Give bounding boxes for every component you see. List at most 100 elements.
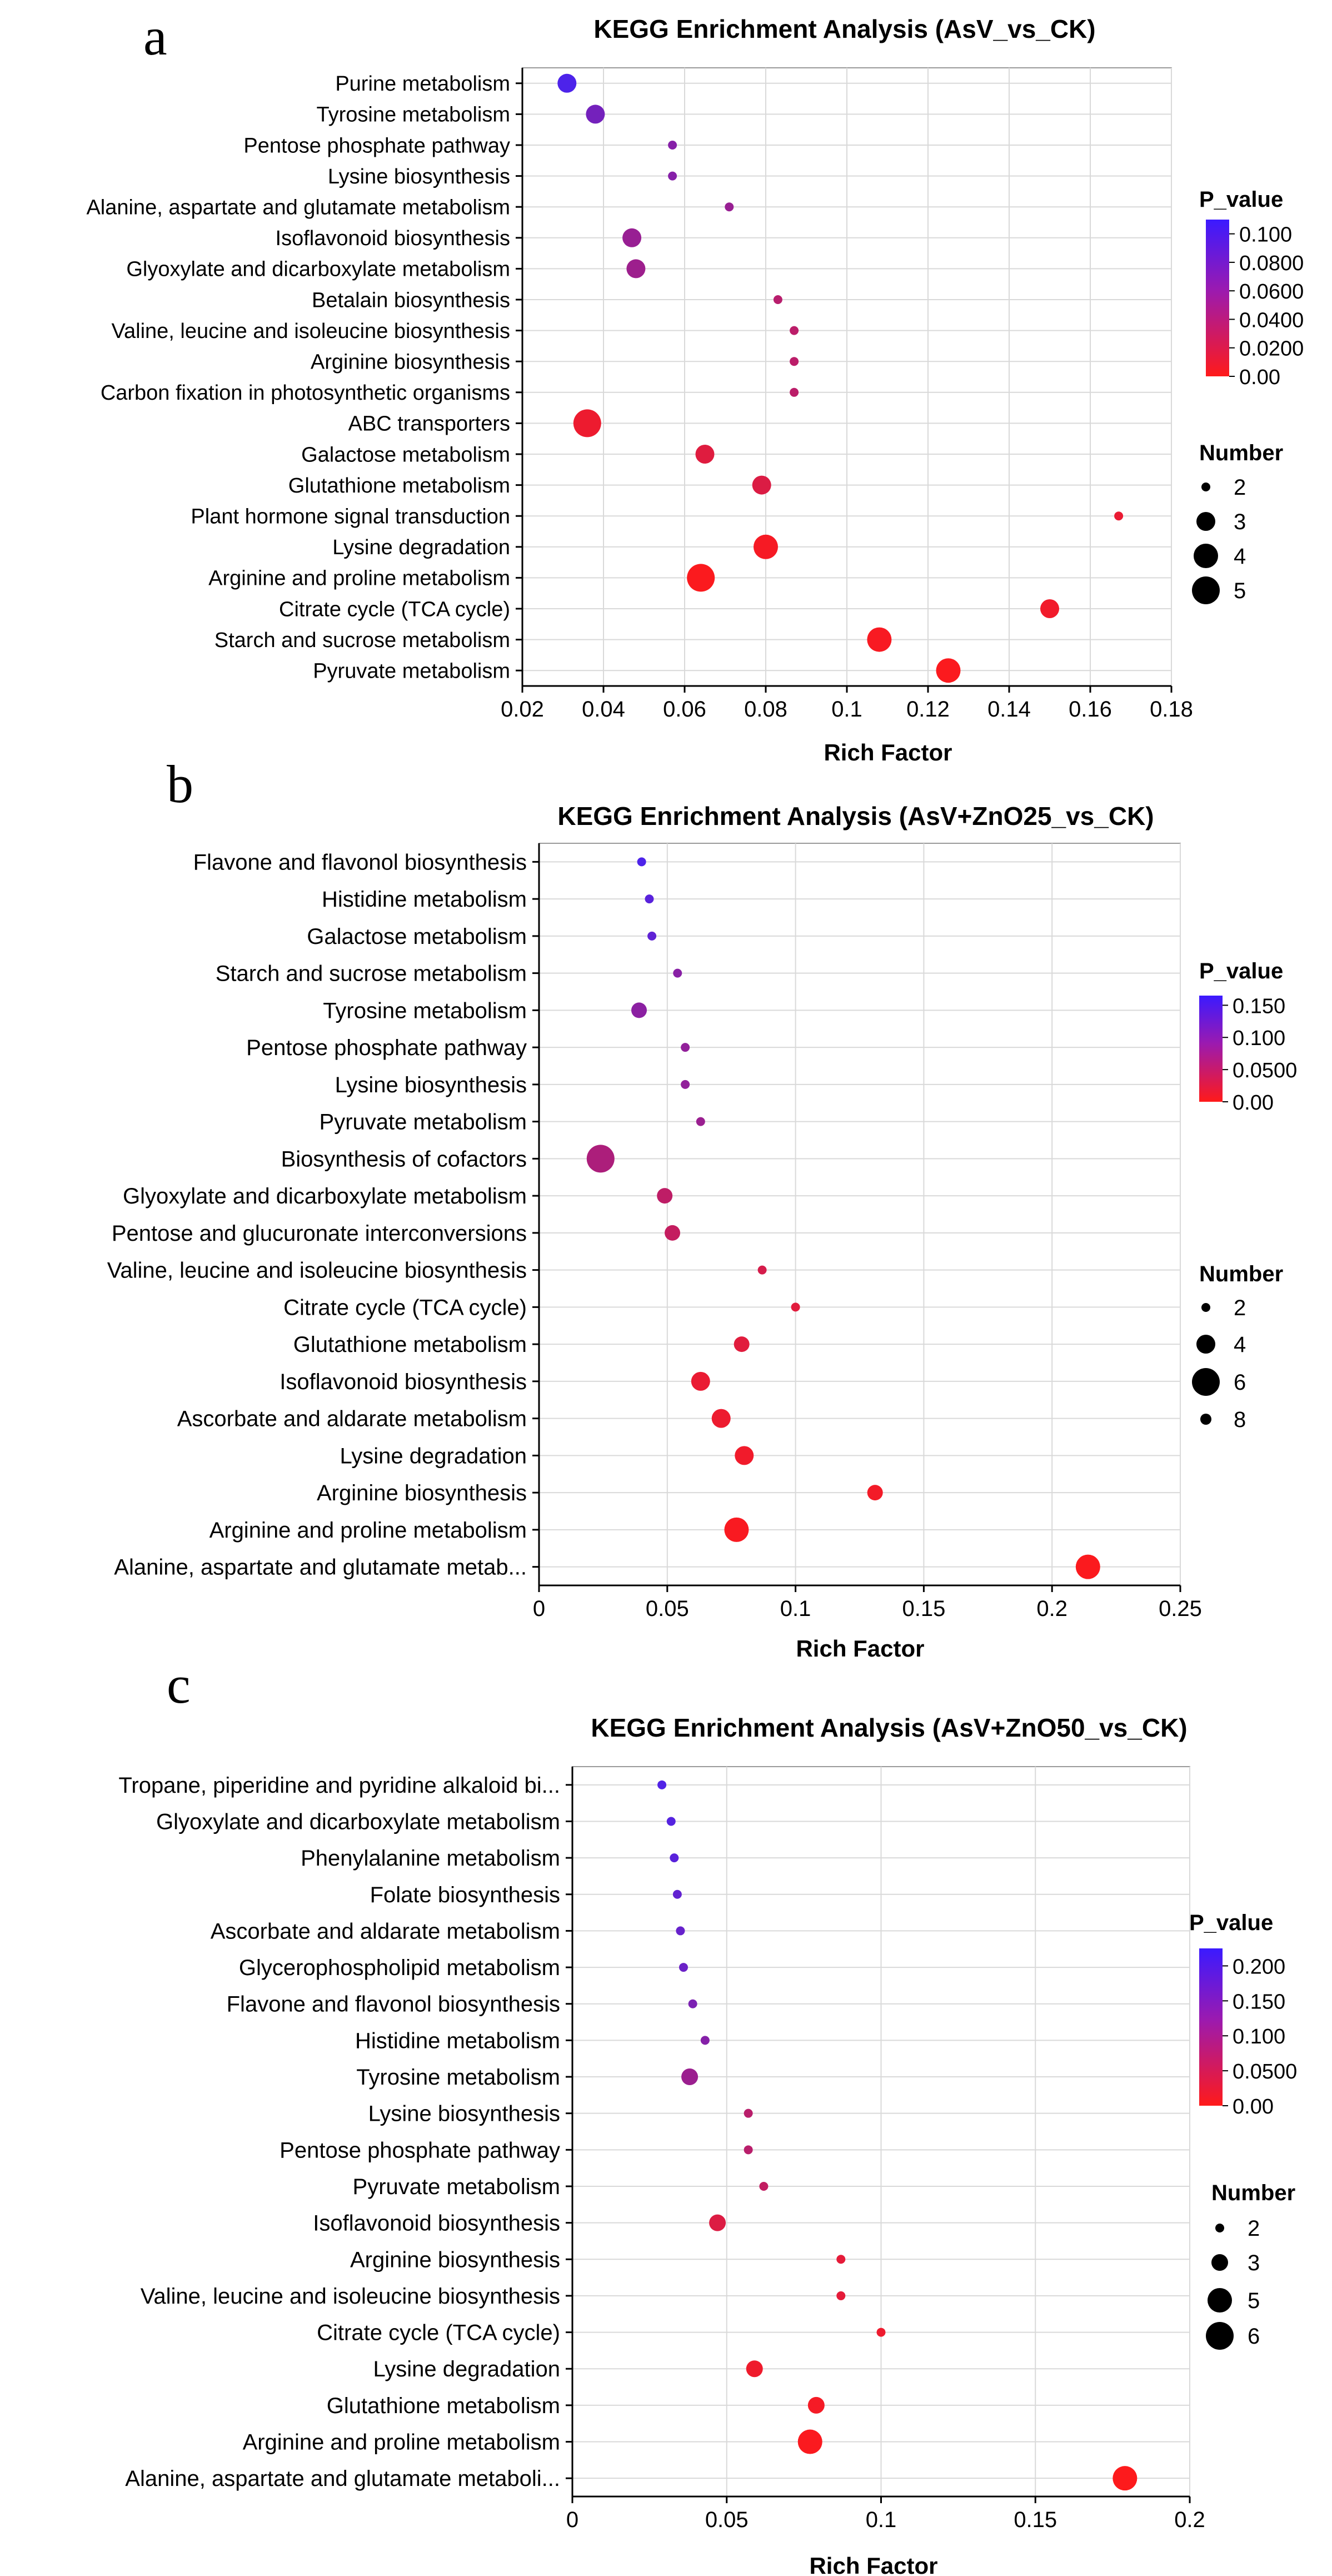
data-point xyxy=(637,857,646,867)
pvalue-colorbar xyxy=(1199,1948,1223,2106)
number-legend-title: Number xyxy=(1199,441,1283,465)
data-point xyxy=(586,1145,615,1173)
pathway-label: Citrate cycle (TCA cycle) xyxy=(283,1295,527,1320)
colorbar-tick-label: 0.0600 xyxy=(1239,280,1304,304)
pathway-label: Ascorbate and aldarate metabolism xyxy=(211,1919,560,1943)
number-legend-marker xyxy=(1192,576,1220,604)
pathway-label: Arginine biosynthesis xyxy=(350,2247,560,2272)
data-point xyxy=(744,2108,753,2118)
x-tick-label: 0.2 xyxy=(1036,1597,1067,1621)
data-point xyxy=(836,2291,846,2300)
chart-title: KEGG Enrichment Analysis (AsV+ZnO25_vs_C… xyxy=(557,802,1154,831)
pathway-label: Valine, leucine and isoleucine biosynthe… xyxy=(111,320,510,343)
colorbar-tick-label: 0.100 xyxy=(1233,2025,1285,2048)
data-point xyxy=(867,627,892,652)
data-point xyxy=(666,1817,676,1826)
pathway-label: Pentose and glucuronate interconversions xyxy=(112,1221,527,1246)
x-tick-label: 0.08 xyxy=(744,697,787,722)
data-point xyxy=(790,357,799,366)
chart-3: KEGG Enrichment Analysis (AsV+ZnO50_vs_C… xyxy=(118,1713,1297,2576)
data-point xyxy=(647,931,657,941)
data-point xyxy=(876,2328,886,2337)
pathway-label: Pentose phosphate pathway xyxy=(246,1036,527,1060)
data-point xyxy=(724,1517,749,1542)
pathway-label: Citrate cycle (TCA cycle) xyxy=(317,2321,560,2345)
x-tick-label: 0.2 xyxy=(1174,2508,1205,2532)
pathway-label: Lysine biosynthesis xyxy=(328,165,510,188)
x-tick-label: 0.02 xyxy=(501,697,544,722)
pathway-label: Citrate cycle (TCA cycle) xyxy=(279,598,510,621)
pathway-label: Isoflavonoid biosynthesis xyxy=(276,227,510,250)
data-point xyxy=(836,2255,846,2264)
x-tick-label: 0.05 xyxy=(705,2508,749,2532)
pathway-label: Tyrosine metabolism xyxy=(356,2065,560,2090)
data-point xyxy=(757,1265,767,1275)
x-axis-title: Rich Factor xyxy=(796,1635,924,1662)
chart-title: KEGG Enrichment Analysis (AsV+ZnO50_vs_C… xyxy=(591,1713,1187,1742)
number-legend-label: 4 xyxy=(1234,544,1246,569)
x-tick-label: 0.12 xyxy=(906,697,950,722)
pathway-label: Phenylalanine metabolism xyxy=(301,1846,560,1871)
number-legend-marker xyxy=(1200,1414,1211,1425)
pathway-label: Glutathione metabolism xyxy=(293,1332,527,1357)
pathway-label: Lysine degradation xyxy=(373,2357,560,2381)
data-point xyxy=(670,1853,679,1863)
pvalue-colorbar xyxy=(1199,996,1223,1102)
x-axis-title: Rich Factor xyxy=(824,739,952,765)
data-point xyxy=(626,259,646,279)
pathway-label: Ascorbate and aldarate metabolism xyxy=(177,1407,527,1431)
pvalue-legend-title: P_value xyxy=(1199,187,1283,212)
pathway-label: ABC transporters xyxy=(348,412,510,436)
pathway-label: Glycerophospholipid metabolism xyxy=(239,1956,560,1980)
data-point xyxy=(573,409,601,437)
number-legend-title: Number xyxy=(1211,2181,1295,2205)
x-tick-label: 0.14 xyxy=(987,697,1031,722)
colorbar-tick-label: 0.00 xyxy=(1233,1091,1274,1115)
data-point xyxy=(668,141,677,150)
data-point xyxy=(586,105,605,124)
data-point xyxy=(681,2068,699,2086)
data-point xyxy=(631,1002,647,1018)
panel-letter-c: c xyxy=(167,1655,191,1714)
number-legend-marker xyxy=(1194,544,1218,568)
panel-letter-a: a xyxy=(143,7,167,66)
colorbar-tick-label: 0.00 xyxy=(1233,2095,1274,2119)
pvalue-legend-title: P_value xyxy=(1189,1911,1273,1935)
pathway-label: Plant hormone signal transduction xyxy=(191,505,510,529)
panel-letter-b: b xyxy=(167,754,193,814)
pathway-label: Glyoxylate and dicarboxylate metabolism xyxy=(156,1809,560,1834)
pathway-label: Galactose metabolism xyxy=(301,443,510,466)
number-legend-label: 5 xyxy=(1248,2289,1260,2313)
pathway-label: Isoflavonoid biosynthesis xyxy=(280,1370,527,1394)
pathway-label: Tyrosine metabolism xyxy=(323,998,527,1023)
x-tick-label: 0.16 xyxy=(1069,697,1112,722)
pathway-label: Valine, leucine and isoleucine biosynthe… xyxy=(141,2284,560,2309)
data-point xyxy=(725,202,734,212)
pathway-label: Arginine and proline metabolism xyxy=(243,2430,560,2455)
number-legend-label: 3 xyxy=(1234,510,1246,534)
data-point xyxy=(1113,2466,1138,2491)
pathway-label: Histidine metabolism xyxy=(322,887,527,912)
number-legend-label: 6 xyxy=(1234,1370,1246,1395)
number-legend-label: 4 xyxy=(1234,1332,1246,1357)
pathway-label: Glyoxylate and dicarboxylate metabolism xyxy=(123,1184,527,1209)
data-point xyxy=(672,1889,682,1899)
pathway-label: Alanine, aspartate and glutamate metabol… xyxy=(86,196,510,220)
data-point xyxy=(735,1446,754,1465)
number-legend-marker xyxy=(1201,483,1210,491)
chart-2: KEGG Enrichment Analysis (AsV+ZnO25_vs_C… xyxy=(107,802,1298,1662)
x-tick-label: 0.1 xyxy=(831,697,862,722)
data-point xyxy=(679,1963,688,1972)
pathway-label: Arginine biosynthesis xyxy=(317,1481,527,1505)
data-point xyxy=(1114,511,1124,521)
number-legend-label: 2 xyxy=(1248,2216,1260,2241)
data-point xyxy=(807,2396,825,2414)
number-legend-marker xyxy=(1208,2288,1232,2313)
pathway-label: Pyruvate metabolism xyxy=(320,1110,527,1135)
data-point xyxy=(676,1926,685,1936)
data-point xyxy=(668,171,677,181)
number-legend-title: Number xyxy=(1199,1262,1283,1286)
pathway-label: Pentose phosphate pathway xyxy=(243,134,510,157)
colorbar-tick-label: 0.00 xyxy=(1239,366,1280,389)
colorbar-tick-label: 0.200 xyxy=(1233,1955,1285,1978)
